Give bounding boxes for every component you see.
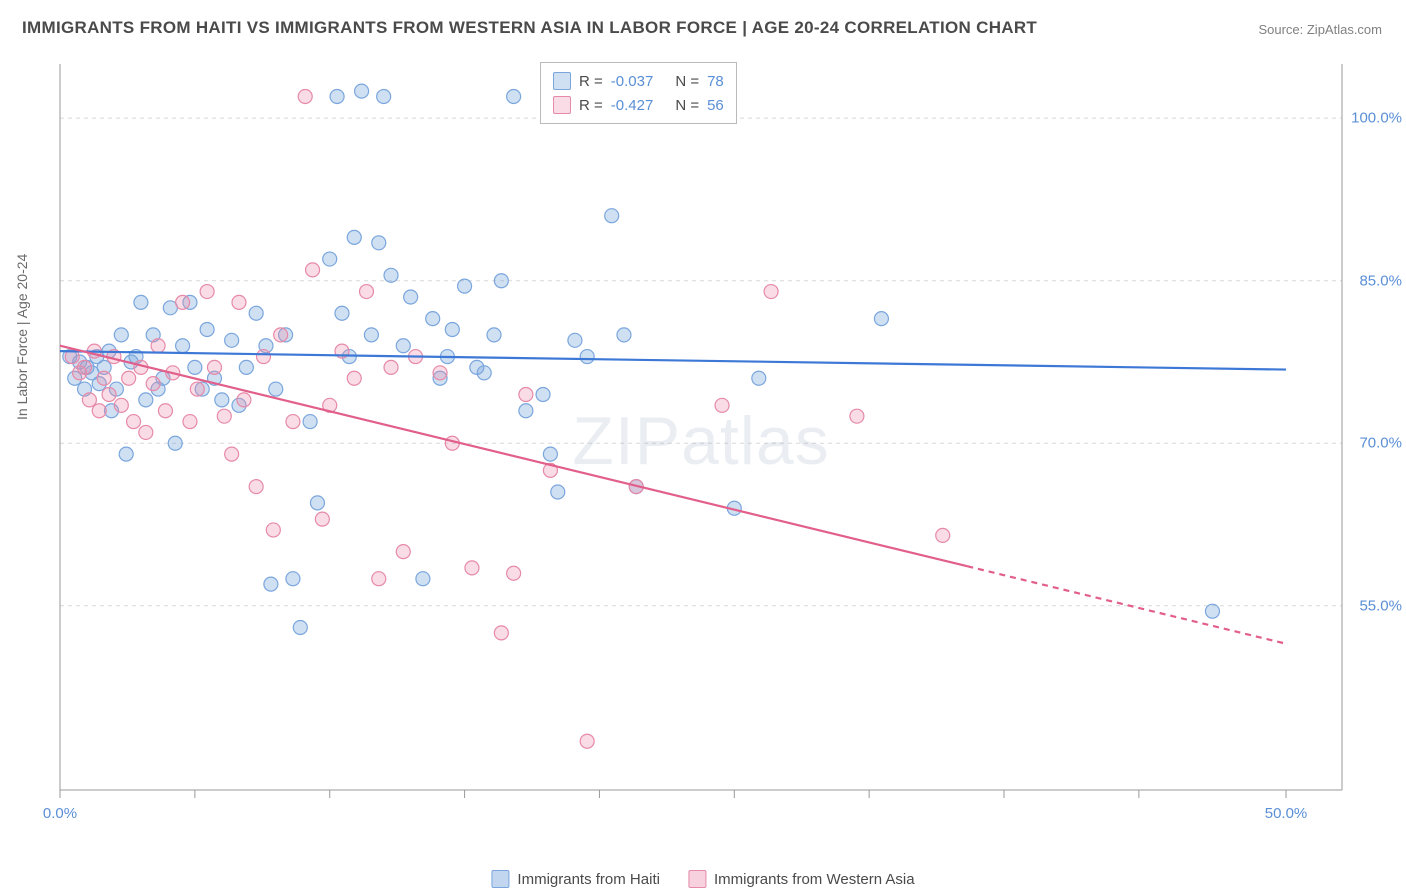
legend-swatch (688, 870, 706, 888)
legend-swatch (553, 96, 571, 114)
legend-r-label: R = (579, 73, 603, 90)
x-tick-label: 0.0% (43, 805, 77, 822)
y-tick-label: 70.0% (1359, 435, 1402, 452)
legend-item: Immigrants from Haiti (491, 870, 660, 888)
legend-r-label: R = (579, 97, 603, 114)
y-tick-label: 55.0% (1359, 597, 1402, 614)
series-legend: Immigrants from Haiti Immigrants from Wes… (491, 870, 914, 888)
source-link[interactable]: ZipAtlas.com (1307, 22, 1382, 37)
legend-n-value: 78 (707, 73, 724, 90)
source-attribution: Source: ZipAtlas.com (1258, 22, 1382, 37)
source-prefix: Source: (1258, 22, 1306, 37)
legend-row: R = -0.427 N = 56 (553, 93, 724, 117)
legend-swatch (491, 870, 509, 888)
y-tick-label: 100.0% (1351, 110, 1402, 127)
chart-title: IMMIGRANTS FROM HAITI VS IMMIGRANTS FROM… (22, 18, 1037, 38)
legend-n-label: N = (675, 73, 699, 90)
chart-svg (56, 60, 1346, 830)
y-axis-label: In Labor Force | Age 20-24 (14, 254, 30, 420)
correlation-legend: R = -0.037 N = 78 R = -0.427 N = 56 (540, 62, 737, 124)
legend-n-label: N = (675, 97, 699, 114)
legend-item: Immigrants from Western Asia (688, 870, 915, 888)
legend-swatch (553, 72, 571, 90)
legend-n-value: 56 (707, 97, 724, 114)
x-tick-label: 50.0% (1265, 805, 1308, 822)
legend-label: Immigrants from Haiti (517, 871, 660, 888)
legend-row: R = -0.037 N = 78 (553, 69, 724, 93)
legend-r-value: -0.427 (611, 97, 654, 114)
y-tick-label: 85.0% (1359, 272, 1402, 289)
legend-r-value: -0.037 (611, 73, 654, 90)
legend-label: Immigrants from Western Asia (714, 871, 915, 888)
scatter-chart: ZIPatlas 55.0%70.0%85.0%100.0%0.0%50.0% (56, 60, 1346, 830)
